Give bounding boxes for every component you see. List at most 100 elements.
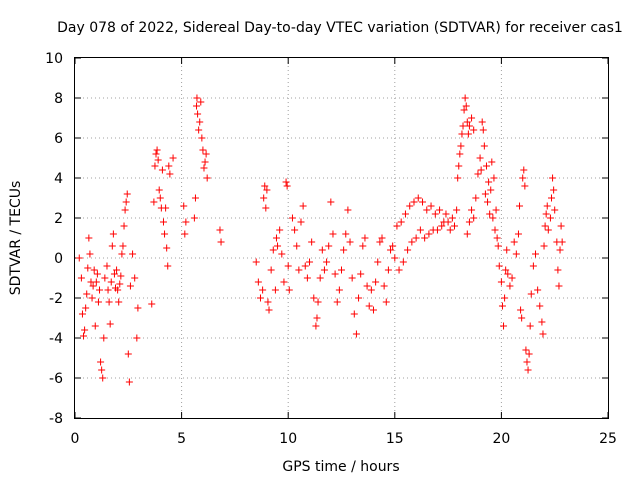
data-point xyxy=(200,164,208,172)
data-point xyxy=(306,258,314,266)
data-point xyxy=(164,262,172,270)
data-point xyxy=(217,238,225,246)
data-point xyxy=(393,222,401,230)
data-point xyxy=(193,94,201,102)
data-point xyxy=(410,198,418,206)
data-point xyxy=(280,278,288,286)
data-point xyxy=(536,302,544,310)
data-point xyxy=(190,214,198,222)
data-point xyxy=(299,202,307,210)
data-point xyxy=(489,214,497,222)
data-point xyxy=(450,222,458,230)
data-point xyxy=(107,278,115,286)
data-point xyxy=(312,322,320,330)
data-point xyxy=(158,166,166,174)
data-point xyxy=(106,320,114,328)
data-point xyxy=(468,206,476,214)
data-point xyxy=(196,118,204,126)
data-point xyxy=(313,314,321,322)
data-point xyxy=(80,332,88,340)
data-point xyxy=(203,174,211,182)
data-point xyxy=(532,250,540,258)
data-point xyxy=(431,210,439,218)
data-point xyxy=(75,254,83,262)
x-tick-label: 25 xyxy=(599,431,617,447)
data-point xyxy=(367,286,375,294)
grid-lines xyxy=(75,58,608,418)
data-point xyxy=(124,350,132,358)
data-point xyxy=(479,126,487,134)
data-point xyxy=(433,226,441,234)
data-point xyxy=(105,298,113,306)
data-point xyxy=(166,170,174,178)
data-point xyxy=(88,294,96,302)
data-point xyxy=(85,234,93,242)
data-point xyxy=(155,186,163,194)
data-point xyxy=(518,314,526,322)
data-point xyxy=(476,154,484,162)
data-point xyxy=(89,282,97,290)
data-point xyxy=(303,274,311,282)
data-point xyxy=(401,210,409,218)
data-point xyxy=(98,366,106,374)
data-point xyxy=(502,266,510,274)
data-point xyxy=(478,118,486,126)
data-point xyxy=(463,230,471,238)
data-point xyxy=(504,270,512,278)
data-point xyxy=(323,258,331,266)
data-point xyxy=(557,222,565,230)
data-point xyxy=(470,214,478,222)
data-point xyxy=(109,230,117,238)
data-point xyxy=(86,250,94,258)
data-point xyxy=(365,302,373,310)
data-point xyxy=(335,286,343,294)
data-point xyxy=(491,226,499,234)
data-point xyxy=(271,286,279,294)
data-point xyxy=(555,282,563,290)
data-point xyxy=(508,274,516,282)
data-point xyxy=(484,198,492,206)
data-point xyxy=(148,300,156,308)
data-point xyxy=(550,186,558,194)
data-point xyxy=(180,202,188,210)
data-point xyxy=(338,266,345,274)
data-point xyxy=(423,206,431,214)
data-point xyxy=(455,162,463,170)
data-point xyxy=(150,198,158,206)
data-point xyxy=(350,310,358,318)
data-point xyxy=(361,234,369,242)
data-point xyxy=(202,150,210,158)
data-point xyxy=(342,230,350,238)
data-point xyxy=(459,122,467,130)
data-point xyxy=(517,306,525,314)
y-tick-label: -8 xyxy=(49,411,63,427)
data-point xyxy=(474,170,482,178)
x-tick-label: 5 xyxy=(177,431,186,447)
data-point xyxy=(293,242,301,250)
data-point xyxy=(125,378,133,386)
axis-ticks: 0 5 10 15 20 25 -8 -6 -4 -2 0 2 4 6 8 10 xyxy=(45,51,617,447)
data-point xyxy=(519,174,527,182)
data-point xyxy=(488,158,496,166)
data-point xyxy=(93,270,101,278)
data-point xyxy=(259,286,267,294)
data-point xyxy=(198,134,206,142)
data-point xyxy=(412,234,420,242)
data-point xyxy=(78,310,86,318)
data-point xyxy=(295,266,303,274)
x-tick-label: 0 xyxy=(71,431,80,447)
data-point xyxy=(288,214,296,222)
data-point xyxy=(194,110,202,118)
data-point xyxy=(274,242,282,250)
data-point xyxy=(501,294,509,302)
data-point xyxy=(126,282,134,290)
y-tick-label: 0 xyxy=(54,251,63,267)
data-point xyxy=(524,366,532,374)
data-point xyxy=(357,270,365,278)
data-point xyxy=(454,174,462,182)
data-point xyxy=(161,230,169,238)
y-tick-label: 2 xyxy=(54,211,63,227)
data-point xyxy=(97,358,105,366)
data-point xyxy=(83,290,91,298)
